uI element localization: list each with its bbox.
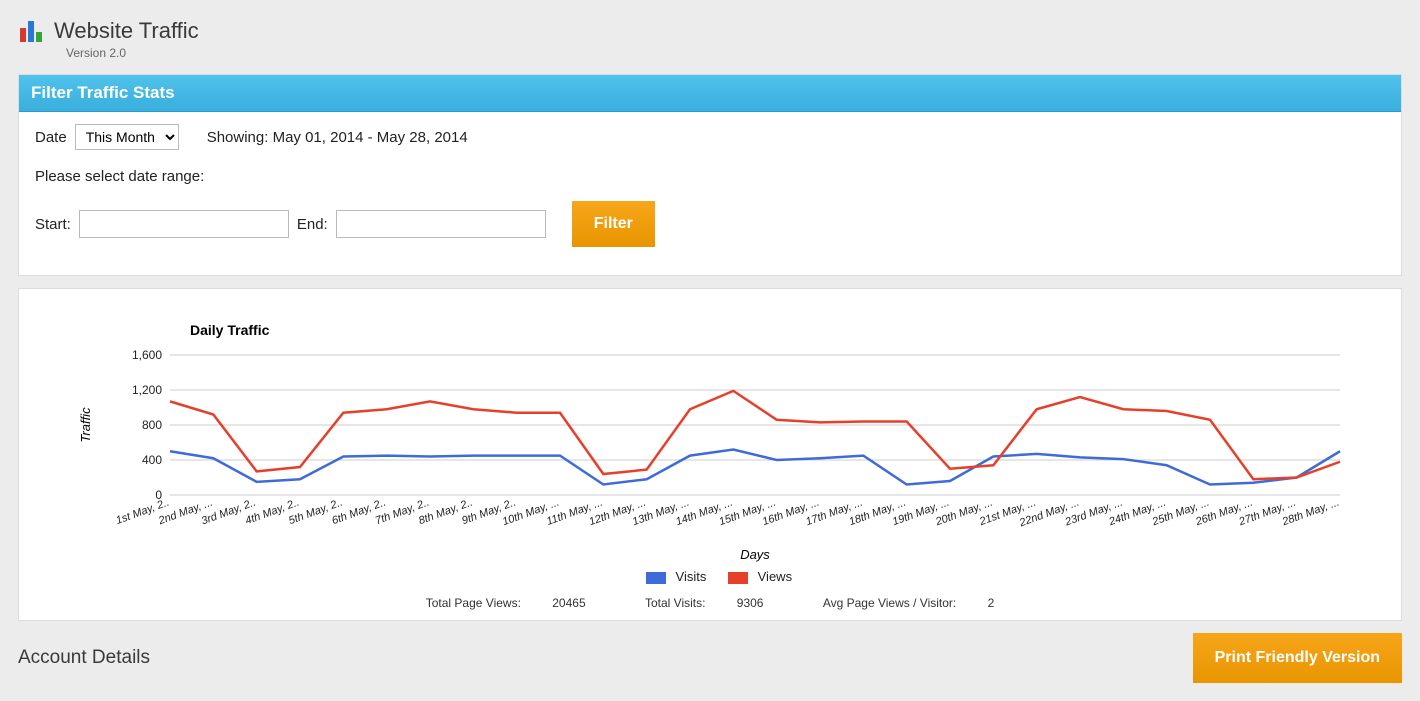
svg-text:400: 400 bbox=[142, 453, 162, 467]
legend-swatch-visits bbox=[646, 572, 666, 584]
showing-text: Showing: May 01, 2014 - May 28, 2014 bbox=[207, 129, 468, 146]
start-date-input[interactable] bbox=[79, 210, 289, 238]
period-select[interactable]: This Month bbox=[75, 124, 179, 150]
end-date-input[interactable] bbox=[336, 210, 546, 238]
footer-row: Account Details Print Friendly Version bbox=[18, 633, 1402, 683]
page-version: Version 2.0 bbox=[66, 46, 1402, 60]
account-details-title: Account Details bbox=[18, 647, 150, 669]
end-label: End: bbox=[297, 216, 328, 233]
svg-text:Daily Traffic: Daily Traffic bbox=[190, 322, 270, 338]
chart-legend: Visits Views bbox=[35, 569, 1385, 584]
chart-panel: Daily TrafficTraffic04008001,2001,6001st… bbox=[18, 288, 1402, 621]
svg-text:Days: Days bbox=[740, 547, 770, 562]
chart-bar-icon bbox=[18, 18, 44, 44]
svg-text:800: 800 bbox=[142, 418, 162, 432]
page-header: Website Traffic bbox=[18, 18, 1402, 44]
start-label: Start: bbox=[35, 216, 71, 233]
legend-label-visits: Visits bbox=[676, 569, 707, 584]
chart-stats: Total Page Views: 20465 Total Visits: 93… bbox=[35, 596, 1385, 610]
legend-label-views: Views bbox=[758, 569, 792, 584]
filter-panel: Filter Traffic Stats Date This Month Sho… bbox=[18, 74, 1402, 276]
page-title: Website Traffic bbox=[54, 18, 199, 44]
date-range-prompt: Please select date range: bbox=[35, 168, 1385, 185]
svg-text:1,200: 1,200 bbox=[132, 383, 162, 397]
legend-swatch-views bbox=[728, 572, 748, 584]
print-friendly-button[interactable]: Print Friendly Version bbox=[1193, 633, 1402, 683]
svg-text:1,600: 1,600 bbox=[132, 348, 162, 362]
svg-text:Traffic: Traffic bbox=[78, 407, 93, 443]
filter-panel-title: Filter Traffic Stats bbox=[19, 75, 1401, 112]
traffic-chart: Daily TrafficTraffic04008001,2001,6001st… bbox=[50, 305, 1370, 565]
date-label: Date bbox=[35, 129, 67, 146]
filter-button[interactable]: Filter bbox=[572, 201, 655, 247]
